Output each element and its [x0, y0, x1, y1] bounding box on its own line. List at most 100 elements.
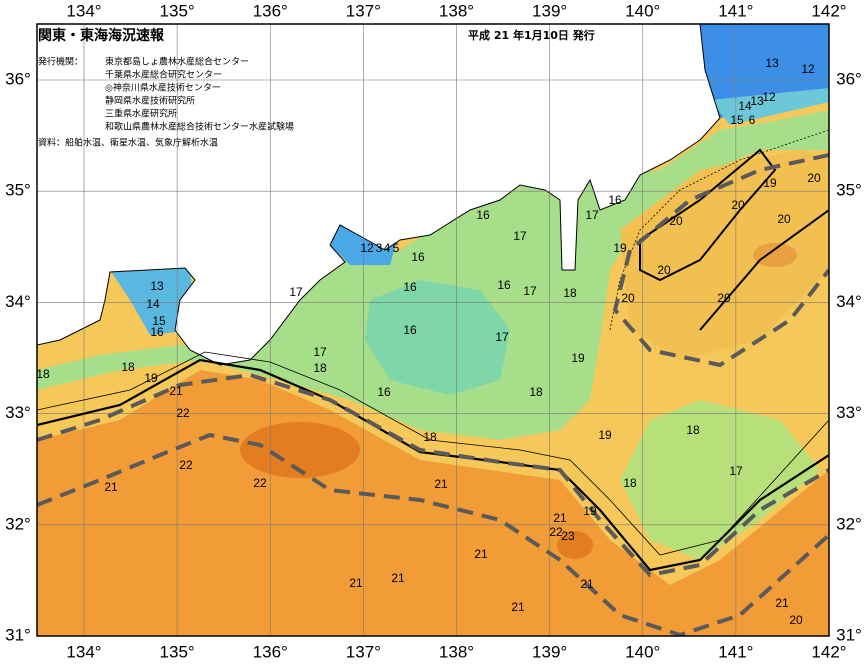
contour-label: 20: [731, 198, 745, 212]
contour-label: 19: [571, 351, 585, 365]
contour-label: 16: [411, 250, 425, 264]
lon-label-bottom: 138°: [439, 642, 474, 661]
lon-label-top: 141°: [718, 1, 753, 20]
contour-label: 13: [750, 94, 764, 108]
contour-label: 18: [623, 476, 637, 490]
contour-label: 12: [360, 241, 374, 255]
contour-label: 18: [686, 423, 700, 437]
eddy-axis: [612, 153, 829, 368]
contour-label: 17: [289, 285, 303, 299]
lon-label-top: 136°: [253, 1, 288, 20]
contour-label: 17: [585, 208, 599, 222]
lon-label-top: 138°: [439, 1, 474, 20]
data-source: 資料：船舶水温、衛星水温、気象庁解析水温: [38, 137, 218, 149]
contour-label: 4: [384, 241, 391, 255]
issuer-label: 発行機関：: [38, 56, 83, 68]
lat-label-right: 33°: [836, 403, 862, 422]
contour-label: 19: [144, 371, 158, 385]
contour-label: 21: [349, 576, 363, 590]
contour-label: 21: [580, 577, 594, 591]
lat-label-left: 33°: [5, 403, 31, 422]
issuer: 三重県水産研究所: [105, 108, 177, 120]
title: 関東・東海海況速報: [38, 27, 165, 44]
bay-water: [110, 265, 195, 335]
contour-label: 18: [563, 286, 577, 300]
contour-label: 20: [621, 291, 635, 305]
lon-label-bottom: 135°: [160, 642, 195, 661]
lon-label-bottom: 141°: [718, 642, 753, 661]
contour-label: 6: [749, 113, 756, 127]
contour-label: 18: [313, 361, 327, 375]
contour-label: 20: [807, 171, 821, 185]
lat-label-right: 32°: [836, 514, 862, 533]
issuer: 静岡県水産技術研究所: [105, 95, 195, 107]
contour-label: 15: [152, 314, 166, 328]
lon-label-bottom: 134°: [66, 642, 101, 661]
contour-label: 15: [730, 113, 744, 127]
lon-label-bottom: 139°: [532, 642, 567, 661]
contour-label: 16: [497, 278, 511, 292]
warm-eddy: [620, 150, 829, 360]
contour-label: 18: [121, 360, 135, 374]
contour-label: 13: [150, 279, 164, 293]
lat-label-right: 36°: [836, 69, 862, 88]
contour-label: 21: [775, 596, 789, 610]
current-axes: [37, 153, 829, 636]
issuer: ◎神奈川県水産技術センター: [105, 82, 221, 94]
contour-label: 20: [789, 613, 803, 627]
contour-label: 5: [393, 241, 400, 255]
lon-label-bottom: 137°: [346, 642, 381, 661]
warm-core: [557, 531, 593, 559]
contour-label: 16: [403, 280, 417, 294]
contour-label: 22: [253, 476, 267, 490]
contour-label: 16: [403, 323, 417, 337]
contour-label: 22: [549, 525, 563, 539]
isotherms: [37, 129, 829, 572]
cool-zone: [620, 400, 820, 560]
contour-label: 20: [777, 212, 791, 226]
contour-label: 19: [763, 176, 777, 190]
isotherm: [609, 129, 829, 331]
cold-core: [365, 280, 510, 395]
lon-label-bottom: 136°: [253, 642, 288, 661]
isotherm: [37, 351, 829, 556]
lon-label-bottom: 140°: [625, 642, 660, 661]
contour-label: 16: [608, 193, 622, 207]
contour-label: 16: [476, 208, 490, 222]
contour-label: 20: [657, 263, 671, 277]
contour-label: 21: [104, 480, 118, 494]
contour-label: 18: [423, 430, 437, 444]
contour-label: 21: [511, 600, 525, 614]
contour-label: 17: [523, 284, 537, 298]
contour-label: 17: [313, 345, 327, 359]
lon-label-bottom: 142°: [811, 642, 846, 661]
contour-label: 12: [801, 62, 815, 76]
contour-label: 21: [169, 384, 183, 398]
lon-label-top: 135°: [160, 1, 195, 20]
lon-label-top: 134°: [66, 1, 101, 20]
issue-date: 平成 21 年1月10日 発行: [468, 28, 595, 42]
lat-label-right: 31°: [836, 625, 862, 644]
lon-label-top: 139°: [532, 1, 567, 20]
contour-label: 17: [513, 229, 527, 243]
lon-label-top: 137°: [346, 1, 381, 20]
lat-label-left: 35°: [5, 181, 31, 200]
land: [37, 24, 721, 366]
contour-label: 21: [553, 511, 567, 525]
contour-label: 23: [561, 529, 575, 543]
contour-label: 12: [762, 90, 776, 104]
lat-label-left: 34°: [5, 292, 31, 311]
contour-label: 3: [376, 241, 383, 255]
contour-label: 16: [377, 385, 391, 399]
lon-label-top: 142°: [811, 1, 846, 20]
lat-label-right: 34°: [836, 292, 862, 311]
contour-label: 14: [146, 297, 160, 311]
warm-eddy-core: [753, 243, 797, 267]
issuer: 千葉県水産総合研究センター: [105, 69, 222, 81]
contour-label: 18: [36, 367, 50, 381]
cold-water: [710, 88, 829, 125]
contour-label: 19: [583, 504, 597, 518]
contour-label: 20: [717, 291, 731, 305]
